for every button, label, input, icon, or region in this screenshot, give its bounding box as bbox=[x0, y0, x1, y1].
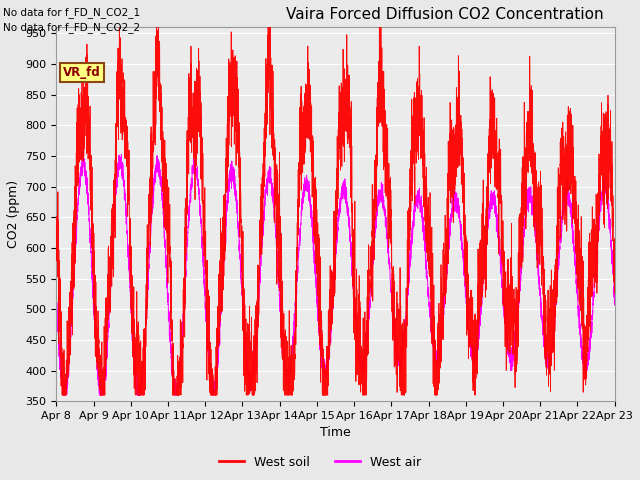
Text: No data for f_FD_N_CO2_1: No data for f_FD_N_CO2_1 bbox=[3, 7, 140, 18]
Y-axis label: CO2 (ppm): CO2 (ppm) bbox=[7, 180, 20, 248]
Text: Vaira Forced Diffusion CO2 Concentration: Vaira Forced Diffusion CO2 Concentration bbox=[286, 7, 604, 22]
Text: No data for f_FD_N_CO2_2: No data for f_FD_N_CO2_2 bbox=[3, 22, 140, 33]
Legend: West soil, West air: West soil, West air bbox=[214, 451, 426, 474]
X-axis label: Time: Time bbox=[320, 426, 351, 440]
Text: VR_fd: VR_fd bbox=[63, 66, 101, 79]
